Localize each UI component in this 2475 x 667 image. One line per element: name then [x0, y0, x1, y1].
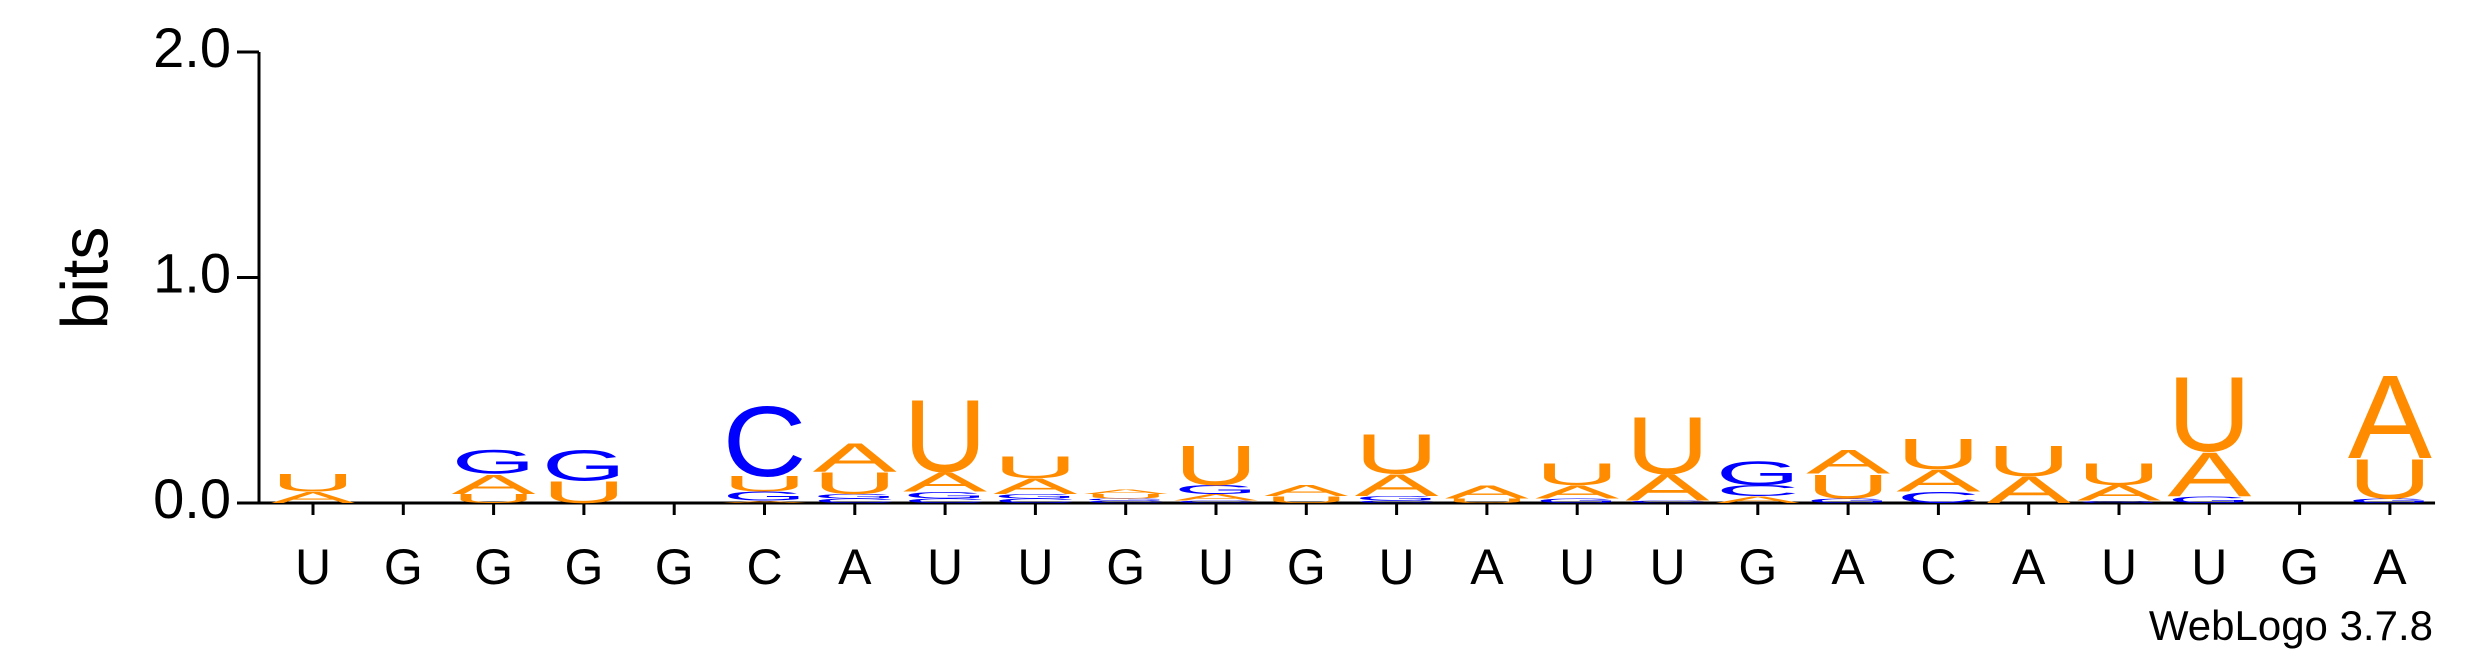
logo-glyph: U	[993, 450, 1077, 485]
x-tick-label: U	[1017, 539, 1053, 595]
logo-glyph: U	[1084, 493, 1168, 500]
x-tick-label: G	[2280, 539, 2319, 595]
x-tick-label: G	[1287, 539, 1326, 595]
logo-glyph: U	[1625, 401, 1709, 492]
x-tick-label: G	[474, 539, 513, 595]
logo-glyph: A	[452, 469, 536, 501]
logo-glyph: A	[2077, 481, 2162, 505]
logo-glyph: A	[1626, 467, 1710, 509]
logo-glyph: G	[723, 489, 807, 503]
logo-glyph: C	[1896, 489, 1980, 507]
x-tick-label: U	[295, 539, 331, 595]
logo-glyph: U	[1896, 429, 1980, 478]
logo-glyph: A	[993, 474, 1078, 498]
logo-glyph: U	[813, 466, 897, 501]
x-tick-label: U	[1198, 539, 1234, 595]
logo-glyph: G	[1716, 454, 1800, 493]
logo-glyph: U	[542, 475, 626, 510]
logo-glyph: U	[452, 492, 536, 506]
logo-glyph: G	[2348, 497, 2432, 504]
logo-glyph: U	[1806, 468, 1890, 507]
logo-glyph: G	[1174, 483, 1258, 497]
logo-glyph: C	[903, 497, 987, 504]
logo-glyph: G	[542, 441, 626, 490]
logo-glyph: A	[1535, 482, 1619, 503]
logo-glyph: C	[1084, 500, 1168, 503]
x-tick-label: G	[1106, 539, 1145, 595]
x-tick-label: U	[1649, 539, 1685, 595]
x-tick-label: U	[927, 539, 963, 595]
logo-glyph: G	[2167, 495, 2251, 505]
logo-glyph: A	[1806, 442, 1891, 481]
logo-glyph: G	[993, 493, 1077, 500]
logo-glyph: C	[813, 497, 897, 504]
logo-glyph: U	[1264, 495, 1348, 505]
x-tick-label: G	[564, 539, 603, 595]
logo-glyph: A	[2348, 350, 2432, 483]
x-tick-label: A	[2012, 539, 2046, 595]
logo-glyph: C	[722, 386, 806, 498]
logo-glyph: A	[1445, 482, 1529, 503]
logo-glyph: C	[1355, 500, 1439, 503]
logo-glyph: G	[452, 442, 536, 481]
logo-glyph: A	[1987, 469, 2071, 511]
logo-glyph: C	[1716, 482, 1800, 500]
logo-glyph: U	[1987, 436, 2071, 485]
x-tick-label: U	[2191, 539, 2227, 595]
x-tick-label: G	[384, 539, 423, 595]
logo-glyph: C	[1174, 500, 1258, 503]
logo-glyph: U	[2348, 448, 2432, 511]
logo-glyph: U	[1445, 497, 1529, 504]
logo-glyph: U	[1355, 423, 1439, 486]
x-tick-label: A	[838, 539, 872, 595]
logo-glyph: G	[1355, 495, 1439, 502]
logo-glyph: G	[903, 490, 987, 500]
logo-glyph: A	[1896, 464, 1981, 499]
logo-glyph: U	[722, 472, 806, 497]
logo-glyph: U	[1535, 457, 1619, 492]
logo-glyph: A	[723, 500, 808, 504]
x-tick-label: U	[2101, 539, 2137, 595]
x-tick-label: A	[1470, 539, 1504, 595]
x-tick-label: A	[2373, 539, 2407, 595]
x-tick-label: U	[1379, 539, 1415, 595]
footer: WebLogo 3.7.8	[2149, 602, 2433, 649]
logo-glyph: C	[993, 497, 1077, 504]
logo-glyph: G	[2077, 500, 2161, 503]
y-tick-label: 1.0	[153, 241, 231, 304]
y-tick-label: 2.0	[153, 16, 231, 79]
logo-glyph: A	[1355, 468, 1440, 503]
logo-glyph: U	[2077, 457, 2161, 492]
logo-glyph: A	[1716, 494, 1801, 505]
logo-glyph: U	[1174, 434, 1258, 497]
y-axis-label: bits	[47, 227, 121, 330]
x-tick-label: C	[1920, 539, 1956, 595]
x-tick-label: G	[1738, 539, 1777, 595]
logo-glyph: U	[2167, 355, 2251, 474]
logo-glyph: A	[1174, 492, 1259, 503]
logo-glyph: G	[1084, 498, 1168, 501]
logo-glyph: A	[2167, 440, 2252, 510]
y-tick-label: 0.0	[153, 467, 231, 530]
logo-glyph: C	[1625, 500, 1709, 503]
logo-glyph: U	[271, 469, 355, 497]
x-tick-label: A	[1831, 539, 1865, 595]
logo-glyph: G	[813, 493, 897, 500]
logo-glyph: G	[1806, 497, 1890, 504]
logo-glyph: A	[813, 434, 898, 480]
logo-glyph: A	[1264, 482, 1348, 499]
logo-glyph: A	[1084, 488, 1169, 495]
logo-glyph: A	[271, 489, 355, 506]
logo-glyph: U	[903, 378, 987, 494]
x-tick-label: G	[655, 539, 694, 595]
x-tick-label: U	[1559, 539, 1595, 595]
logo-glyph: G	[1535, 497, 1619, 504]
x-tick-label: C	[746, 539, 782, 595]
logo-glyph: A	[903, 466, 987, 498]
